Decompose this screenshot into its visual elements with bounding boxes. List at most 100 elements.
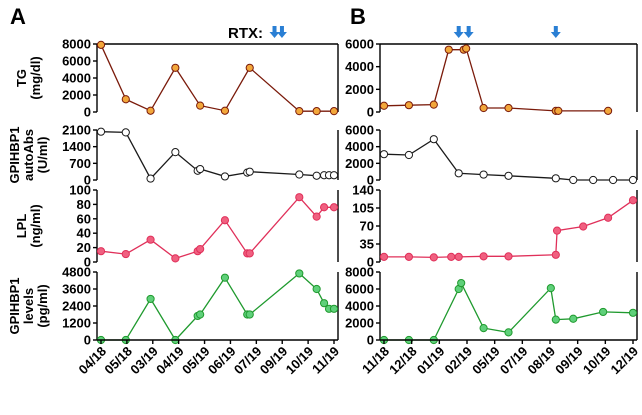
panel-b-gpihbp1-levels-point — [504, 328, 513, 337]
panel-b-gpihbp1-levels-ytick-label: 8000 — [345, 265, 374, 280]
panel-a-gpihbp1-levels-point — [329, 304, 339, 313]
panel-a-gpihbp1-autoabs-ylabel: GPIHBP1 — [7, 126, 22, 183]
panel-b-xtick-label: 07/19 — [497, 344, 531, 378]
panel-b-xtick-label: 12/18 — [386, 344, 420, 378]
panel-a-xtick-label: 11/19 — [309, 344, 342, 377]
panel-a-tg-point — [245, 63, 254, 72]
panel-a-xtick-label: 07/19 — [231, 344, 265, 378]
panel-b-tg-point — [554, 106, 563, 115]
panel-b-tg-point — [404, 101, 413, 110]
panel-a-gpihbp1-levels-ylabel: GPIHBP1 — [7, 277, 22, 334]
panel-a-gpihbp1-autoabs-point — [121, 128, 130, 137]
panel-b-tg-point — [444, 45, 453, 54]
panel-a-xtick-label: 09/19 — [257, 344, 291, 378]
panel-a-gpihbp1-autoabs-ylabel: autoAbs — [21, 129, 36, 181]
panel-b-xtick-label: 09/19 — [552, 344, 586, 378]
panel-b-lpl-point — [579, 222, 588, 231]
panel-b-tg-point — [462, 44, 471, 53]
panel-a-gpihbp1-levels-ytick-label: 0 — [84, 333, 91, 348]
panel-b-tg-line — [383, 47, 609, 112]
panel-a-lpl-point — [220, 216, 230, 225]
panel-b-xtick-label: 11/18 — [359, 344, 392, 377]
panel-a-xtick-label: 10/19 — [283, 344, 317, 378]
panel-b-gpihbp1-autoabs-ytick-label: 6000 — [345, 123, 374, 138]
panel-b-tg-point — [379, 101, 389, 110]
panel-b-xtick-label: 10/19 — [580, 344, 614, 378]
panel-b-lpl-point — [447, 252, 456, 261]
panel-a-gpihbp1-autoabs-point — [96, 127, 106, 136]
panel-a-lpl-point — [245, 249, 254, 258]
panel-b-xtick-label: 01/19 — [414, 344, 448, 378]
panel-a-gpihbp1-autoabs-ytick-label: 1400 — [62, 139, 91, 154]
panel-a-lpl-point — [121, 249, 130, 259]
panel-a-xtick-label: 04/19 — [153, 344, 187, 378]
panel-a-lpl-point — [295, 193, 304, 202]
panel-a-tg-point — [171, 63, 180, 72]
panel-a-lpl-point — [196, 244, 205, 254]
panel-b-lpl-point — [379, 252, 389, 261]
panel-a-gpihbp1-autoabs-point — [146, 174, 155, 183]
panel-a-gpihbp1-autoabs-point — [171, 148, 180, 157]
panel-b-gpihbp1-autoabs-point — [379, 150, 389, 159]
panel-b-lpl-point — [479, 252, 488, 261]
panel-b-gpihbp1-autoabs-point — [429, 135, 438, 144]
panel-a-gpihbp1-levels-point — [295, 269, 304, 278]
panel-b-tg-point — [429, 100, 438, 109]
panel-a-gpihbp1-autoabs-ytick-label: 0 — [84, 173, 91, 188]
panel-a-gpihbp1-levels-point — [319, 299, 329, 308]
panel-a-lpl-ytick-label: 80 — [77, 197, 91, 212]
panel-a-lpl-point — [171, 254, 180, 263]
panel-a-tg-point — [96, 40, 106, 49]
panel-a-gpihbp1-levels-point — [312, 284, 321, 294]
panel-b-lpl-ytick-label: 105 — [352, 201, 374, 216]
panel-a-xtick-label: 06/19 — [205, 344, 239, 378]
panel-a-lpl-ytick-label: 60 — [77, 211, 91, 226]
panel-b-gpihbp1-autoabs-point — [589, 175, 598, 185]
panel-b-rtx-arrow-icon — [453, 26, 464, 38]
panel-a-lpl-ytick-label: 0 — [84, 255, 91, 270]
panel-a-tg-point — [220, 106, 230, 115]
panel-a-lpl-ytick-label: 40 — [77, 226, 91, 241]
panel-a-xtick-label: 04/18 — [76, 344, 110, 378]
panel-b-gpihbp1-levels-point — [551, 315, 560, 324]
panel-b-gpihbp1-levels-ytick-label: 2000 — [345, 316, 374, 331]
panel-a-gpihbp1-levels-ylabel: (pg/ml) — [35, 284, 50, 327]
panel-b-gpihbp1-levels-ytick-label: 4000 — [345, 299, 374, 314]
panel-b-tg-ytick-label: 0 — [367, 105, 374, 120]
panel-b-gpihbp1-autoabs-point — [404, 150, 413, 160]
panel-a-gpihbp1-levels-ytick-label: 2400 — [62, 299, 91, 314]
panel-a-xtick-label: 05/18 — [101, 344, 135, 378]
panel-b-lpl-point — [404, 252, 413, 261]
panel-b-gpihbp1-levels-point — [479, 324, 488, 333]
panel-b-gpihbp1-autoabs-point — [608, 175, 618, 185]
panel-a-gpihbp1-levels-point — [220, 273, 230, 282]
panel-b-gpihbp1-levels-point — [457, 278, 466, 288]
panel-a-gpihbp1-levels-point — [245, 310, 254, 319]
panel-a-gpihbp1-levels-ylabel: levels — [21, 288, 36, 324]
panel-b-xtick-label: 02/19 — [442, 344, 476, 378]
panel-b-gpihbp1-autoabs-point — [569, 175, 578, 185]
panel-a-gpihbp1-levels-ytick-label: 3600 — [62, 282, 91, 297]
panel-a-tg-ytick-label: 8000 — [62, 37, 91, 52]
panel-b-rtx-arrow-icon — [550, 26, 561, 38]
panel-a-tg-ytick-label: 6000 — [62, 54, 91, 69]
panel-a-gpihbp1-autoabs-point — [220, 172, 230, 181]
panel-a-gpihbp1-autoabs-point — [196, 164, 205, 174]
panel-a-tg-point — [329, 107, 339, 116]
panel-b-gpihbp1-levels-point — [569, 314, 578, 323]
panel-b-lpl-point — [454, 252, 463, 261]
panel-a-tg-point — [121, 95, 130, 104]
panel-b-gpihbp1-levels-point — [628, 308, 638, 317]
panel-b-xtick-label: 08/19 — [525, 344, 559, 378]
panel-a-tg-ytick-label: 4000 — [62, 71, 91, 86]
panel-b-gpihbp1-autoabs-point — [504, 171, 513, 180]
panel-a-lpl-ylabel: LPL — [14, 214, 29, 239]
panel-a-rtx-arrow-icon — [276, 26, 287, 38]
panel-a-xtick-label: 03/19 — [127, 344, 161, 378]
panel-a-gpihbp1-levels-ytick-label: 1200 — [62, 316, 91, 331]
panel-a-rtx-arrow-icon — [269, 26, 280, 38]
panel-letter-a: A — [10, 4, 26, 29]
panel-a-tg-ylabel: TG — [14, 69, 29, 87]
